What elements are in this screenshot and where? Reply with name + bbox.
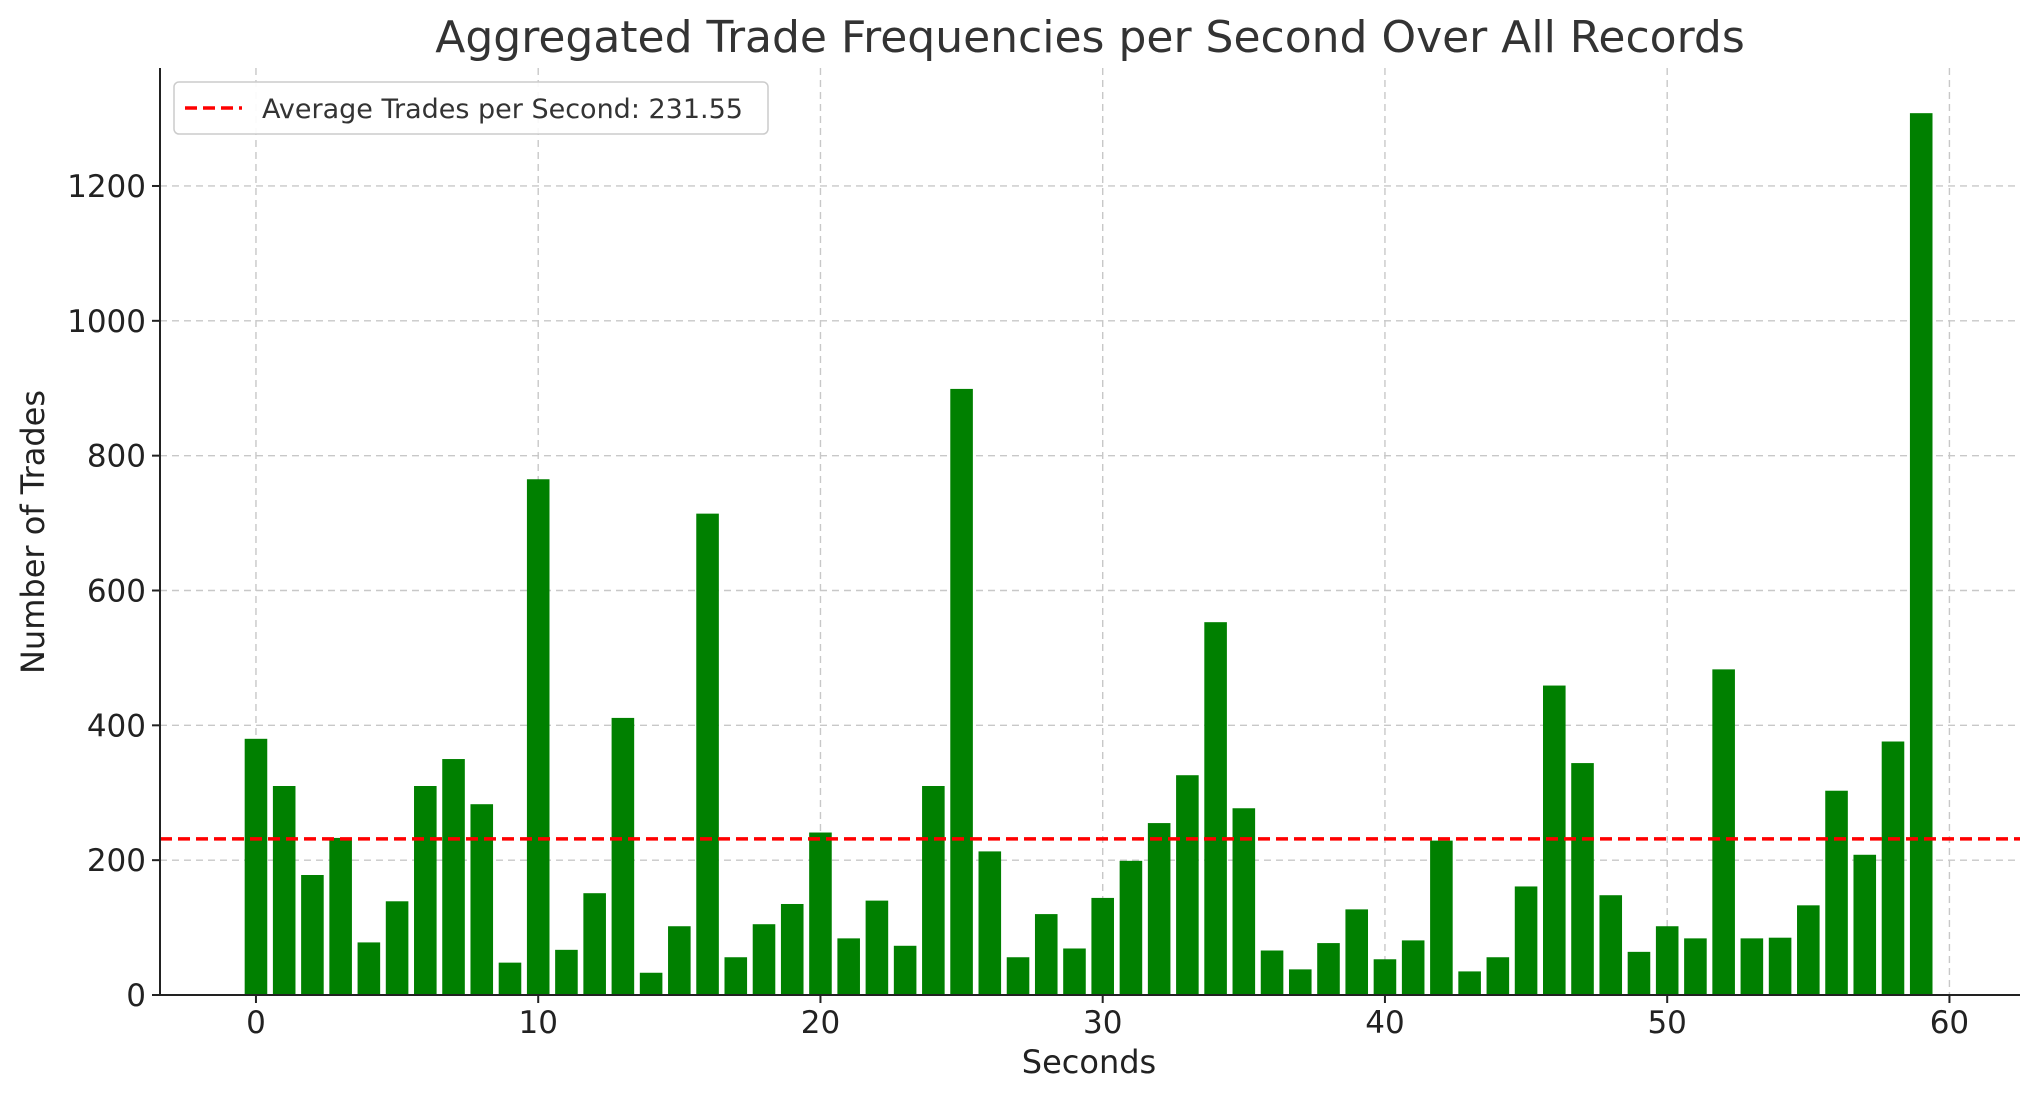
bar [414,786,437,995]
bar [1712,669,1735,995]
bar [1853,854,1877,995]
x-tick-label: 30 [1083,1005,1122,1041]
bar [498,962,522,995]
bar [893,945,917,995]
bar [272,786,296,995]
y-axis-label: Number of Trades [14,390,52,674]
bar [1147,823,1171,995]
bar [809,832,832,995]
legend: Average Trades per Second: 231.55 [173,81,769,135]
bar [1119,860,1143,995]
bar [1514,886,1538,995]
bar [1825,790,1848,995]
bar [1599,895,1623,995]
x-tick-label: 0 [246,1005,266,1041]
y-tick-label: 200 [87,843,146,879]
x-tick-label: 20 [801,1005,840,1041]
y-tick-label: 800 [87,439,146,475]
bar [1768,937,1792,995]
x-tick-label: 10 [518,1005,557,1041]
bar [329,837,352,995]
bar [1345,909,1369,995]
bar [1486,957,1510,995]
bar [1091,897,1114,995]
bar [639,972,663,995]
bar [978,851,1002,995]
x-tick-label: 50 [1647,1005,1686,1041]
legend-label-average: Average Trades per Second: 231.55 [262,94,743,125]
x-tick-label: 40 [1365,1005,1404,1041]
y-tick-label: 0 [126,978,146,1014]
x-axis-label: Seconds [1022,1043,1156,1081]
bar [752,924,776,995]
bar [950,388,973,996]
bar [385,901,409,995]
chart-title: Aggregated Trade Frequencies per Second … [435,12,1745,63]
bar [1006,957,1030,995]
bar [837,938,860,995]
bar [668,926,691,995]
y-tick-label: 400 [87,708,146,744]
x-tick-label: 60 [1930,1005,1969,1041]
bar [1430,840,1453,995]
bar [1373,959,1397,995]
bar [1571,763,1594,995]
bar [442,759,465,995]
bar [1881,741,1905,995]
bar [1684,938,1707,995]
bar [1288,969,1312,995]
bar [1232,808,1256,995]
axes [159,68,2020,996]
bar [526,479,550,995]
bar [1317,943,1340,995]
bar [1034,914,1058,995]
bar [1458,971,1481,995]
bar [1740,938,1764,995]
bar [696,513,719,995]
y-tick-label: 1200 [67,169,146,205]
bar [922,786,945,995]
bar [470,804,494,995]
bar [1655,926,1679,995]
bar [780,903,804,995]
bar [724,957,748,995]
bar [583,893,606,995]
y-tick-label: 1000 [67,304,146,340]
bar [1797,905,1820,995]
bar [555,949,578,995]
y-tick-label: 600 [87,573,146,609]
bar [1176,775,1199,995]
bar [357,942,381,995]
bar [611,717,635,995]
bar [1627,951,1651,995]
legend-box [173,81,769,135]
bar [865,900,889,995]
bar [1260,950,1284,995]
bar [1204,622,1227,995]
bar [244,738,268,995]
bar [1063,948,1086,995]
bar [1909,113,1933,996]
bar [1401,940,1425,995]
bar [301,874,324,995]
